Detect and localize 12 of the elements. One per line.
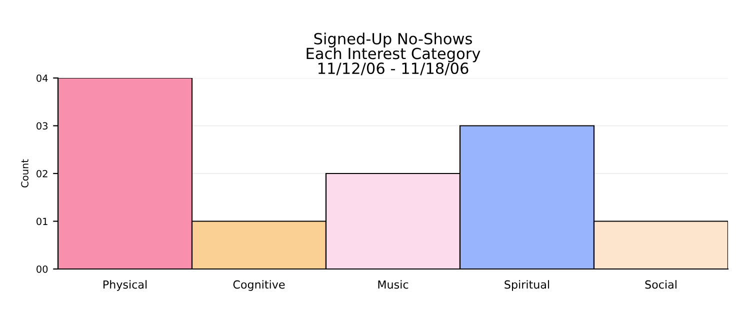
y-tick-label: 01 bbox=[36, 218, 48, 226]
y-tick-label: 02 bbox=[36, 170, 48, 178]
y-tick-label: 00 bbox=[36, 265, 48, 273]
x-tick-label: Cognitive bbox=[233, 280, 285, 291]
x-tick-label: Social bbox=[645, 280, 676, 289]
x-tick-label: Spiritual bbox=[504, 280, 550, 291]
x-tick-label: Music bbox=[378, 280, 408, 289]
chart-title: Signed-Up No-Shows Each Interest Category 11/12/06 - 11/18/06 bbox=[306, 32, 480, 76]
y-tick-label: 04 bbox=[36, 74, 48, 82]
y-tick-label: 03 bbox=[36, 122, 48, 130]
x-tick-label: Physical bbox=[103, 280, 147, 291]
y-axis-title: Count bbox=[21, 159, 28, 188]
